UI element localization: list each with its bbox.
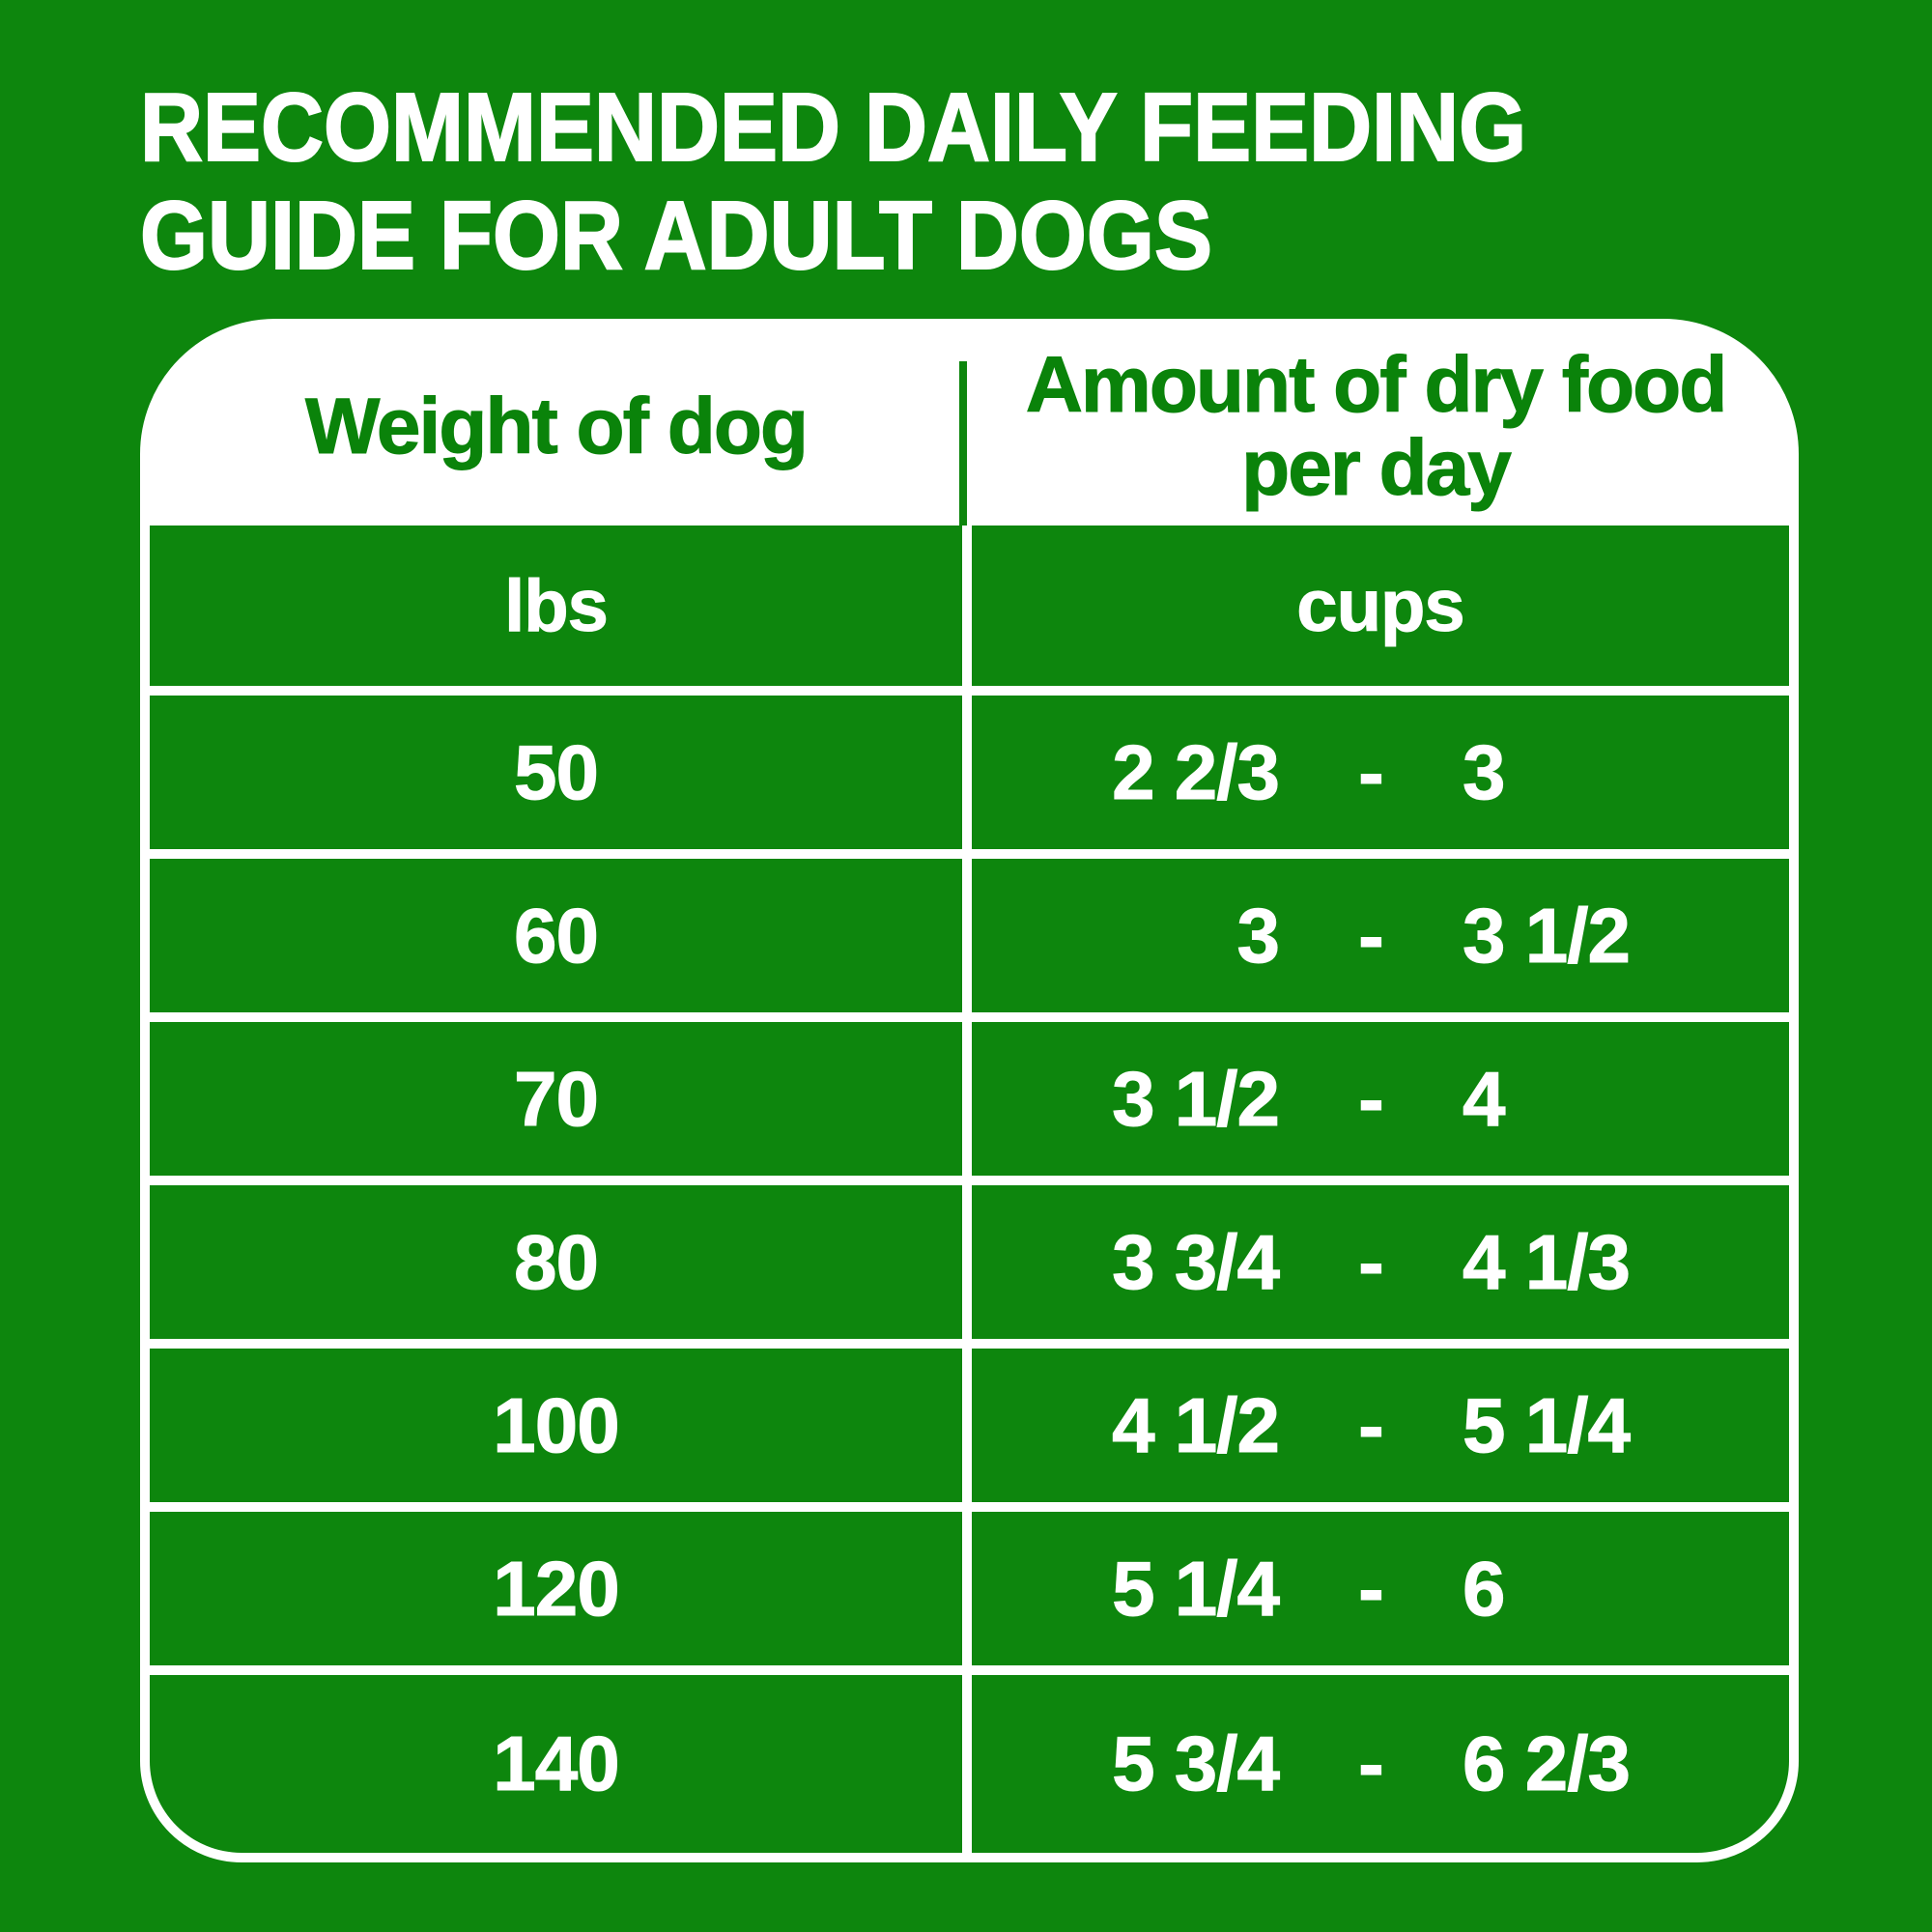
weight-cell-2: 70 (150, 1022, 962, 1176)
amount-max-3: 4 1/3 (1463, 1218, 1632, 1305)
range-separator-5: - (1358, 1545, 1385, 1632)
amount-max-4: 5 1/4 (1463, 1381, 1632, 1468)
amount-cell-5: 5 1/4 - 6 (972, 1512, 1789, 1665)
amount-min-5: 5 1/4 (1112, 1545, 1281, 1632)
amount-cell-0: 2 2/3 - 3 (972, 696, 1789, 849)
column-header-weight: Weight of dog (150, 328, 962, 526)
weight-cell-5: 120 (150, 1512, 962, 1665)
column-header-weight-label: Weight of dog (304, 382, 809, 470)
feeding-guide-table: Weight of dog Amount of dry food per day… (140, 319, 1799, 1862)
unit-cell-cups: cups (972, 526, 1789, 686)
weight-cell-1: 60 (150, 859, 962, 1012)
weight-cell-4: 100 (150, 1349, 962, 1502)
table-header: Weight of dog Amount of dry food per day (150, 328, 1789, 526)
page-title-line-2: GUIDE FOR ADULT DOGS (139, 181, 1213, 291)
amount-min-1: 3 (1236, 892, 1281, 979)
amount-max-2: 4 (1463, 1055, 1507, 1142)
weight-cell-3: 80 (150, 1185, 962, 1339)
amount-cell-3: 3 3/4 - 4 1/3 (972, 1185, 1789, 1339)
column-header-amount: Amount of dry food per day (962, 328, 1789, 526)
amount-cell-4: 4 1/2 - 5 1/4 (972, 1349, 1789, 1502)
amount-max-1: 3 1/2 (1463, 892, 1632, 979)
page-title: RECOMMENDED DAILY FEEDING GUIDE FOR ADUL… (139, 72, 1681, 291)
amount-max-6: 6 2/3 (1463, 1720, 1632, 1807)
range-separator-1: - (1358, 892, 1385, 979)
column-divider (959, 361, 967, 526)
page-title-line-1: RECOMMENDED DAILY FEEDING (139, 72, 1527, 183)
range-separator-3: - (1358, 1218, 1385, 1305)
range-separator-6: - (1358, 1720, 1385, 1807)
amount-max-0: 3 (1463, 728, 1507, 815)
amount-min-0: 2 2/3 (1112, 728, 1281, 815)
amount-cell-2: 3 1/2 - 4 (972, 1022, 1789, 1176)
range-separator-4: - (1358, 1381, 1385, 1468)
amount-max-5: 6 (1463, 1545, 1507, 1632)
range-separator-0: - (1358, 728, 1385, 815)
amount-min-3: 3 3/4 (1112, 1218, 1281, 1305)
weight-cell-0: 50 (150, 696, 962, 849)
table-body: lbs cups 50 2 2/3 - 3 60 3 - 3 1/2 70 3 … (150, 526, 1789, 1853)
column-header-amount-label: Amount of dry food per day (1025, 340, 1728, 512)
weight-cell-6: 140 (150, 1675, 962, 1853)
amount-min-2: 3 1/2 (1112, 1055, 1281, 1142)
amount-cell-6: 5 3/4 - 6 2/3 (972, 1675, 1789, 1853)
amount-cell-1: 3 - 3 1/2 (972, 859, 1789, 1012)
unit-cell-lbs: lbs (150, 526, 962, 686)
amount-min-4: 4 1/2 (1112, 1381, 1281, 1468)
amount-min-6: 5 3/4 (1112, 1720, 1281, 1807)
range-separator-2: - (1358, 1055, 1385, 1142)
